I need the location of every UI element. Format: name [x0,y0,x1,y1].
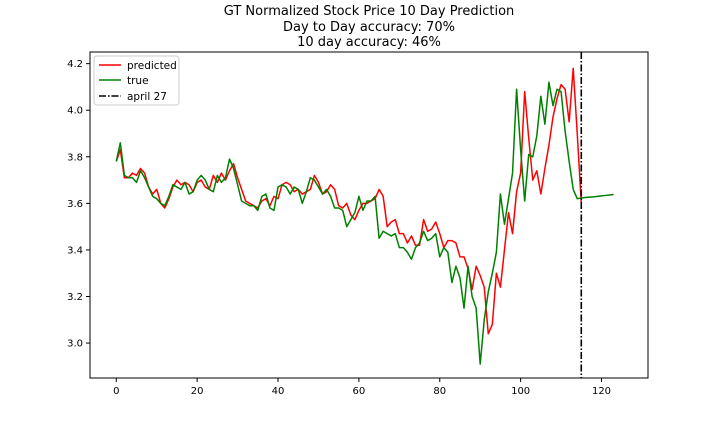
x-tick-label: 100 [511,386,530,397]
x-tick-label: 80 [433,386,446,397]
y-tick-label: 3.0 [67,339,83,350]
series-line-true [115,81,574,365]
y-tick-label: 4.2 [67,59,83,70]
y-axis: 3.0 3.2 3.4 3.6 3.8 4.0 4.2 [67,59,90,350]
y-tick-label: 3.8 [67,152,83,163]
series-forecast-true [572,189,614,200]
chart-subtitle-10day-accuracy: 10 day accuracy: 46% [297,35,441,50]
legend-box [93,55,180,106]
y-tick-label: 3.6 [67,199,83,210]
x-tick-label: 120 [592,386,611,397]
y-tick-label: 4.0 [67,106,83,117]
x-tick-label: 40 [272,386,285,397]
legend-label-april-27: april 27 [127,91,167,103]
chart-subtitle-day-accuracy: Day to Day accuracy: 70% [283,19,455,35]
x-tick-label: 60 [353,386,366,397]
series-layer [115,67,614,365]
chart-title-block: GT Normalized Stock Price 10 Day Predict… [90,4,648,51]
y-tick-label: 3.4 [67,245,83,256]
legend-label-predicted: predicted [127,60,177,72]
plot-frame [89,51,649,379]
chart-title: GT Normalized Stock Price 10 Day Predict… [223,4,515,19]
x-tick-label: 20 [191,386,204,397]
legend: predicted true april 27 [93,55,180,106]
legend-label-true: true [127,75,149,87]
x-tick-label: 0 [113,386,119,397]
x-axis: 0 20 40 60 80 100 120 [113,378,611,397]
y-tick-label: 3.2 [67,292,83,303]
